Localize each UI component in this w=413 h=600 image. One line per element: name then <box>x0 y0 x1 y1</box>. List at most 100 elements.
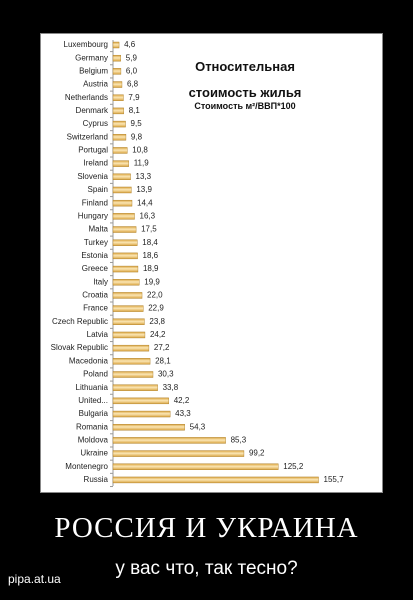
bar <box>112 81 123 88</box>
bar <box>112 147 128 154</box>
value-label: 10,8 <box>132 146 148 155</box>
bar <box>112 344 150 352</box>
y-tick-label: Spain <box>88 185 108 194</box>
y-tick-label: Latvia <box>87 330 109 339</box>
value-label: 30,3 <box>158 370 174 379</box>
bar <box>112 107 124 115</box>
y-tick-label: Turkey <box>84 238 108 247</box>
bar <box>112 252 138 260</box>
bar <box>112 371 154 378</box>
y-tick-label: Austria <box>83 80 108 89</box>
bar <box>112 384 158 391</box>
value-label: 18,9 <box>143 264 159 273</box>
bar <box>112 305 144 312</box>
y-tick-label: Ukraine <box>80 449 108 458</box>
bar <box>112 199 133 207</box>
bar <box>112 186 132 194</box>
y-tick-label: Estonia <box>81 251 108 260</box>
y-tick-label: Cyprus <box>83 119 108 128</box>
bar <box>112 358 151 365</box>
bar <box>112 450 245 457</box>
bar <box>112 463 279 470</box>
value-label: 27,2 <box>154 343 170 352</box>
value-label: 28,1 <box>155 356 171 365</box>
caption: у вас что, так тесно? <box>115 558 298 579</box>
bar <box>112 134 127 141</box>
headline: РОССИЯ И УКРАИНА <box>54 512 359 544</box>
y-tick-label: Lithuania <box>76 383 109 392</box>
watermark: pipa.at.ua <box>8 572 61 586</box>
value-label: 19,9 <box>144 277 160 286</box>
value-label: 54,3 <box>190 422 206 431</box>
value-label: 11,9 <box>134 159 150 168</box>
value-label: 43,3 <box>175 409 191 418</box>
y-tick-label: Bulgaria <box>79 409 109 418</box>
value-label: 42,2 <box>174 396 190 405</box>
bar <box>112 265 139 273</box>
y-tick-label: Germany <box>75 53 108 62</box>
bar <box>112 437 226 444</box>
value-label: 5,9 <box>126 53 138 62</box>
y-tick-label: Greece <box>82 264 109 273</box>
y-tick-label: Montenegro <box>65 462 108 471</box>
value-label: 7,9 <box>128 93 140 102</box>
value-label: 17,5 <box>141 225 157 234</box>
value-label: 18,4 <box>142 238 158 247</box>
y-tick-label: Romania <box>76 422 109 431</box>
bar <box>112 160 129 167</box>
y-tick-label: United... <box>78 396 108 405</box>
chart-subtitle: Стоимость м²/ВВП*100 <box>194 101 296 111</box>
value-label: 18,6 <box>143 251 159 260</box>
y-tick-label: Ireland <box>84 159 108 168</box>
bar <box>112 226 137 233</box>
value-label: 8,1 <box>129 106 141 115</box>
bar <box>112 120 126 128</box>
value-label: 22,9 <box>148 304 164 313</box>
y-tick-label: Belgium <box>79 66 108 75</box>
bar <box>112 94 124 101</box>
y-tick-label: Russia <box>84 475 109 484</box>
value-label: 99,2 <box>249 449 265 458</box>
value-label: 13,9 <box>136 185 152 194</box>
value-label: 9,5 <box>131 119 143 128</box>
value-label: 6,0 <box>126 66 138 75</box>
bar <box>112 476 319 484</box>
y-tick-label: France <box>83 304 108 313</box>
y-tick-label: Croatia <box>82 291 108 300</box>
y-tick-label: Netherlands <box>65 93 108 102</box>
value-label: 14,4 <box>137 198 153 207</box>
bar <box>112 213 135 220</box>
value-label: 9,8 <box>131 132 143 141</box>
value-label: 33,8 <box>163 383 179 392</box>
bar <box>112 397 169 405</box>
y-tick-label: Slovak Republic <box>51 343 108 352</box>
y-tick-label: Czech Republic <box>52 317 108 326</box>
y-tick-label: Hungary <box>78 211 108 220</box>
value-label: 125,2 <box>283 462 304 471</box>
bar <box>112 68 122 75</box>
value-label: 16,3 <box>140 211 156 220</box>
y-tick-label: Slovenia <box>77 172 108 181</box>
bar <box>112 279 140 286</box>
y-tick-label: Malta <box>88 225 108 234</box>
y-tick-label: Finland <box>82 198 108 207</box>
y-tick-label: Switzerland <box>67 132 108 141</box>
value-label: 6,8 <box>127 80 139 89</box>
y-tick-label: Portugal <box>78 146 108 155</box>
value-label: 22,0 <box>147 291 163 300</box>
bar <box>112 318 145 325</box>
value-label: 24,2 <box>150 330 166 339</box>
bar <box>112 173 131 181</box>
y-tick-label: Macedonia <box>69 356 109 365</box>
y-tick-label: Moldova <box>78 436 109 445</box>
value-label: 85,3 <box>231 436 247 445</box>
bar <box>112 424 185 431</box>
bar <box>112 239 138 246</box>
bar <box>112 292 143 299</box>
bar <box>112 54 121 62</box>
y-tick-label: Poland <box>83 370 108 379</box>
bar <box>112 331 146 339</box>
chart-title: Относительная стоимость жилья <box>188 59 302 100</box>
